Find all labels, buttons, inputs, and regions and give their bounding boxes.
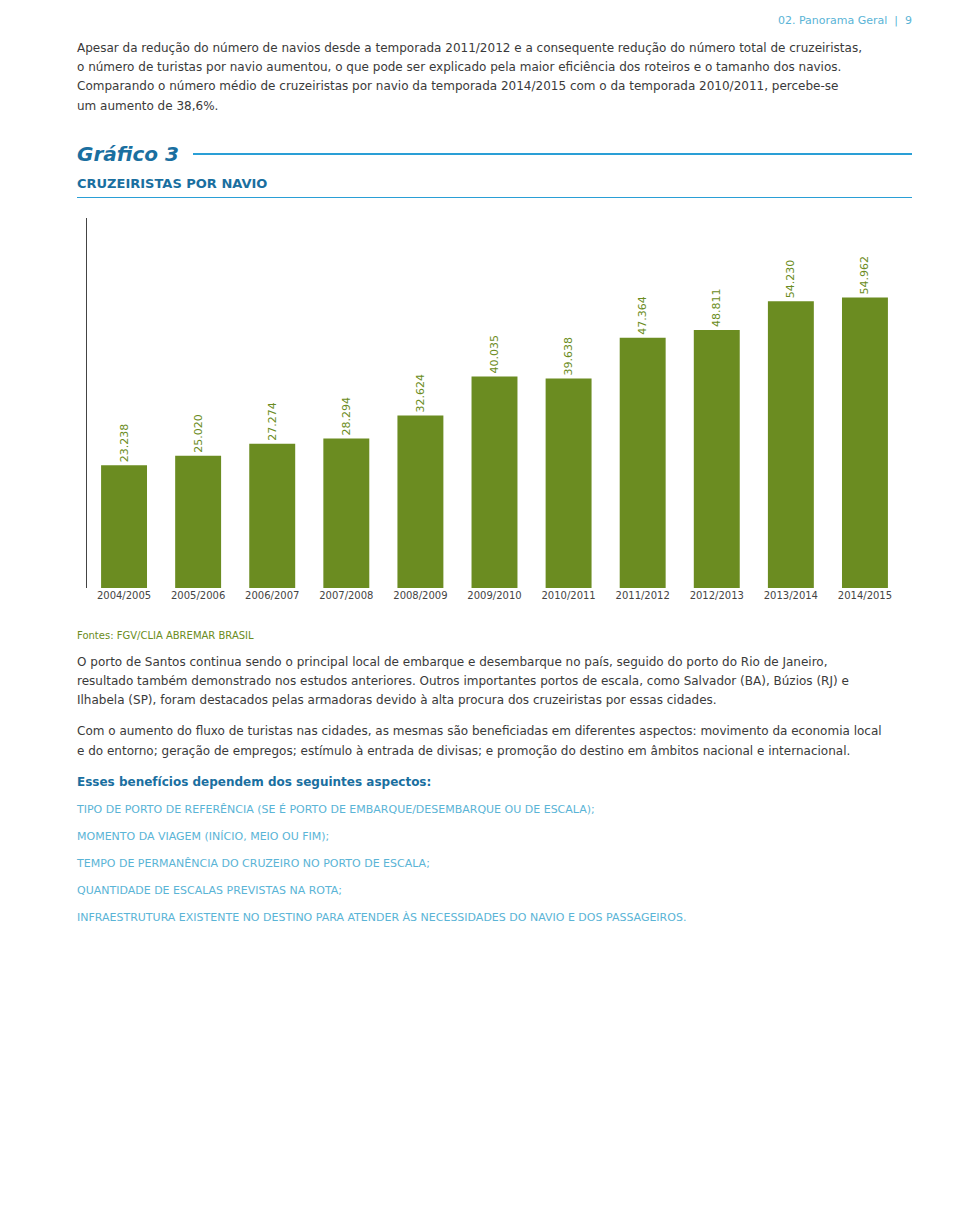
svg-text:2004/2005: 2004/2005 xyxy=(97,590,151,601)
svg-text:2006/2007: 2006/2007 xyxy=(245,590,299,601)
html-text:Apesar da redução do número de: Apesar da redução do número de navios de… xyxy=(77,41,862,113)
html-text:O porto de Santos continua sen: O porto de Santos continua sendo o princ… xyxy=(77,654,849,708)
html-text:Gráfico 3: Gráfico 3 xyxy=(77,141,179,166)
html-text:02. Panorama Geral | 9: 02. Panorama Geral | 9 xyxy=(777,14,912,27)
svg-text:25.020: 25.020 xyxy=(192,414,205,453)
svg-text:48.811: 48.811 xyxy=(710,288,723,327)
html-text:QUANTIDADE DE ESCALAS PREVISTA: QUANTIDADE DE ESCALAS PREVISTAS NA ROTA; xyxy=(77,883,343,897)
svg-text:28.294: 28.294 xyxy=(340,397,353,436)
html-text:Fontes: FGV/CLIA ABREMAR BRASI: Fontes: FGV/CLIA ABREMAR BRASIL xyxy=(77,629,254,641)
svg-text:54.230: 54.230 xyxy=(784,260,797,299)
svg-text:2010/2011: 2010/2011 xyxy=(541,590,595,601)
svg-text:2008/2009: 2008/2009 xyxy=(393,590,447,601)
html-text:TEMPO DE PERMANÊNCIA DO CRUZEI: TEMPO DE PERMANÊNCIA DO CRUZEIRO NO PORT… xyxy=(77,856,430,870)
html-text:TIPO DE PORTO DE REFERÊNCIA (S: TIPO DE PORTO DE REFERÊNCIA (SE É PORTO … xyxy=(77,802,595,816)
svg-text:40.035: 40.035 xyxy=(488,335,501,374)
svg-text:2009/2010: 2009/2010 xyxy=(467,590,521,601)
svg-text:32.624: 32.624 xyxy=(414,374,427,413)
svg-text:2012/2013: 2012/2013 xyxy=(690,590,744,601)
svg-text:27.274: 27.274 xyxy=(266,402,279,441)
html-text:Com o aumento do fluxo de turi: Com o aumento do fluxo de turistas nas c… xyxy=(77,724,882,758)
svg-text:2013/2014: 2013/2014 xyxy=(764,590,818,601)
svg-text:47.364: 47.364 xyxy=(636,296,649,335)
svg-text:2014/2015: 2014/2015 xyxy=(838,590,892,601)
svg-text:2011/2012: 2011/2012 xyxy=(616,590,670,601)
svg-text:23.238: 23.238 xyxy=(118,423,131,462)
svg-text:2007/2008: 2007/2008 xyxy=(319,590,373,601)
html-text:CRUZEIRISTAS POR NAVIO: CRUZEIRISTAS POR NAVIO xyxy=(77,175,268,191)
svg-text:39.638: 39.638 xyxy=(562,337,575,376)
html-text:Esses benefícios dependem dos: Esses benefícios dependem dos seguintes … xyxy=(77,774,432,789)
html-text:INFRAESTRUTURA EXISTENTE NO DE: INFRAESTRUTURA EXISTENTE NO DESTINO PARA… xyxy=(77,910,687,924)
svg-text:54.962: 54.962 xyxy=(858,256,871,294)
svg-text:2005/2006: 2005/2006 xyxy=(171,590,225,601)
html-text:MOMENTO DA VIAGEM (INÍCIO, MEI: MOMENTO DA VIAGEM (INÍCIO, MEIO OU FIM); xyxy=(77,829,330,843)
